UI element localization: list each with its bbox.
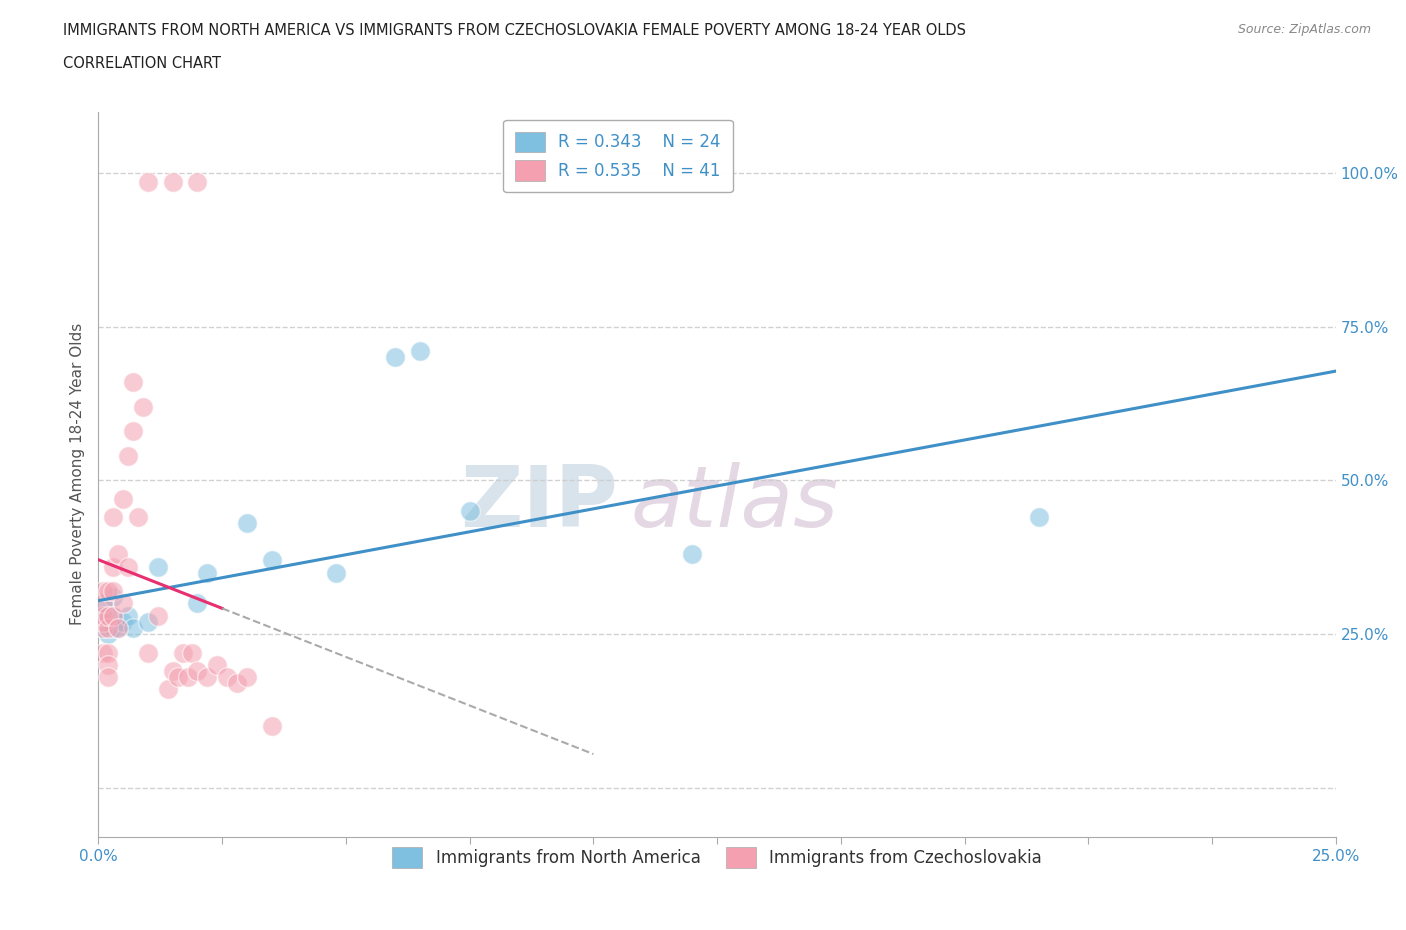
Point: [146, 559, 169, 574]
Point: [181, 645, 204, 660]
Point: [117, 608, 139, 623]
Text: Source: ZipAtlas.com: Source: ZipAtlas.com: [1237, 23, 1371, 36]
Point: [93, 620, 115, 635]
Text: atlas: atlas: [630, 462, 838, 545]
Point: [156, 682, 179, 697]
Point: [103, 608, 125, 623]
Point: [107, 620, 129, 635]
Y-axis label: Female Poverty Among 18-24 Year Olds: Female Poverty Among 18-24 Year Olds: [69, 324, 84, 626]
Text: CORRELATION CHART: CORRELATION CHART: [63, 56, 221, 71]
Point: [409, 344, 432, 359]
Point: [93, 584, 115, 599]
Point: [1028, 510, 1050, 525]
Point: [146, 608, 169, 623]
Point: [112, 596, 135, 611]
Point: [93, 615, 115, 630]
Point: [117, 448, 139, 463]
Point: [103, 510, 125, 525]
Point: [97, 615, 120, 630]
Point: [112, 615, 135, 630]
Point: [162, 664, 184, 679]
Point: [103, 620, 125, 635]
Point: [97, 670, 120, 684]
Point: [260, 719, 283, 734]
Point: [681, 547, 703, 562]
Point: [93, 608, 115, 623]
Point: [93, 608, 115, 623]
Point: [103, 590, 125, 604]
Point: [122, 620, 145, 635]
Point: [384, 350, 406, 365]
Point: [97, 620, 120, 635]
Point: [117, 559, 139, 574]
Point: [162, 175, 184, 190]
Text: ZIP: ZIP: [460, 462, 619, 545]
Point: [260, 553, 283, 568]
Point: [93, 596, 115, 611]
Point: [122, 375, 145, 390]
Point: [136, 645, 159, 660]
Point: [112, 491, 135, 506]
Point: [97, 584, 120, 599]
Point: [97, 658, 120, 672]
Point: [217, 670, 239, 684]
Point: [236, 516, 259, 531]
Point: [236, 670, 259, 684]
Point: [93, 596, 115, 611]
Point: [226, 676, 249, 691]
Point: [136, 615, 159, 630]
Point: [103, 608, 125, 623]
Point: [97, 608, 120, 623]
Point: [103, 584, 125, 599]
Point: [97, 645, 120, 660]
Point: [176, 670, 198, 684]
Point: [195, 565, 218, 580]
Point: [93, 620, 115, 635]
Text: IMMIGRANTS FROM NORTH AMERICA VS IMMIGRANTS FROM CZECHOSLOVAKIA FEMALE POVERTY A: IMMIGRANTS FROM NORTH AMERICA VS IMMIGRA…: [63, 23, 966, 38]
Point: [186, 175, 208, 190]
Point: [107, 620, 129, 635]
Point: [107, 547, 129, 562]
Point: [186, 664, 208, 679]
Point: [166, 670, 188, 684]
Legend: Immigrants from North America, Immigrants from Czechoslovakia: Immigrants from North America, Immigrant…: [381, 836, 1053, 880]
Point: [205, 658, 228, 672]
Point: [458, 504, 481, 519]
Point: [136, 175, 159, 190]
Point: [132, 399, 155, 414]
Point: [325, 565, 347, 580]
Point: [122, 424, 145, 439]
Point: [93, 645, 115, 660]
Point: [172, 645, 194, 660]
Point: [127, 510, 149, 525]
Point: [103, 559, 125, 574]
Point: [186, 596, 208, 611]
Point: [195, 670, 218, 684]
Point: [97, 627, 120, 642]
